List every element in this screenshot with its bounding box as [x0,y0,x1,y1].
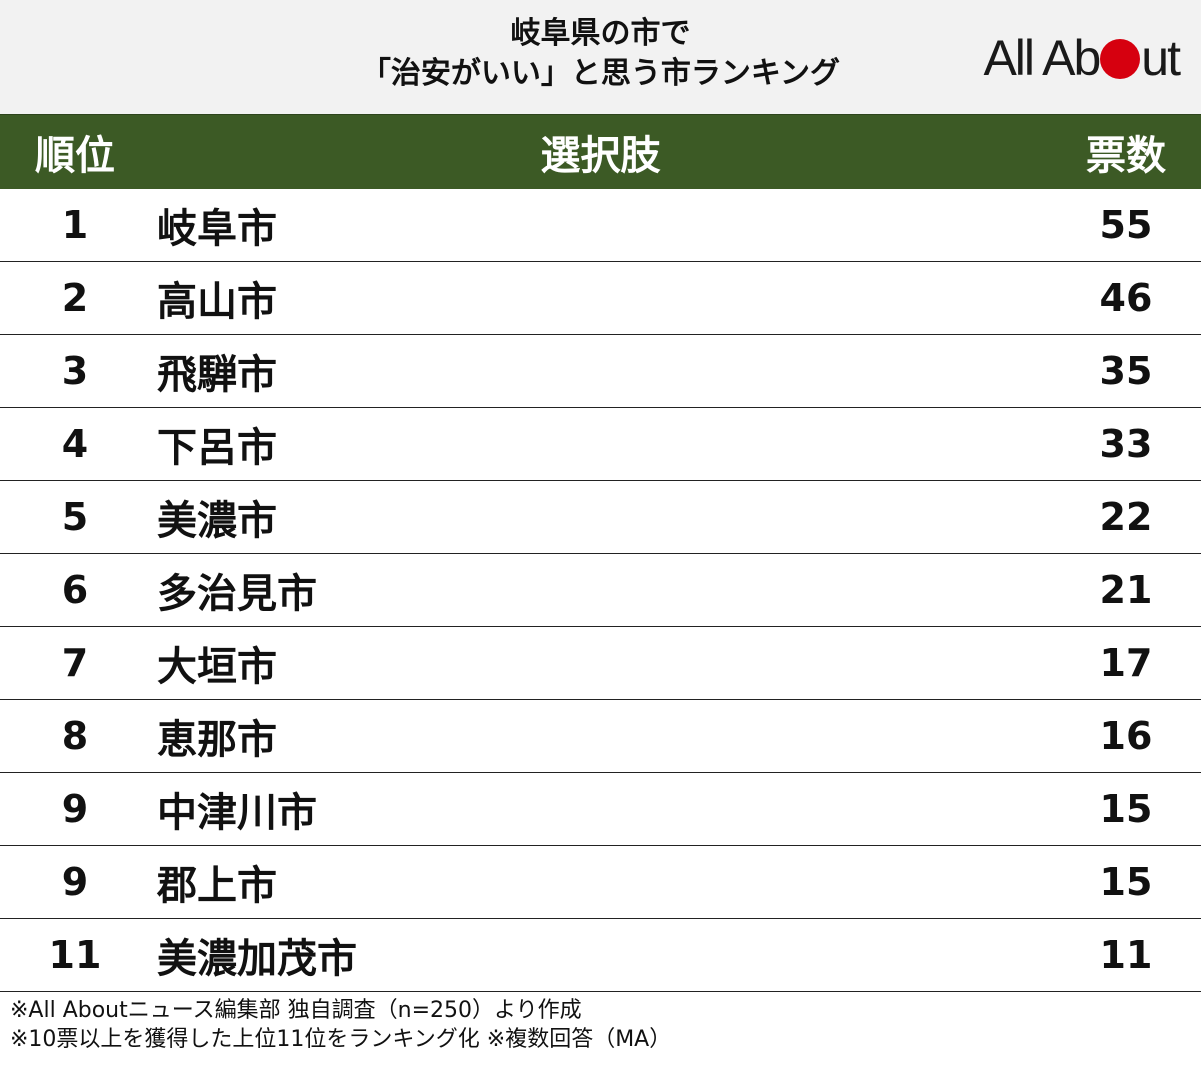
city-name-cell: 中津川市 [157,790,317,836]
votes-cell: 17 [1099,641,1153,685]
votes-cell: 15 [1099,787,1153,831]
rank-cell: 1 [61,203,89,247]
logo-text-right: ut [1141,30,1181,86]
table-row: 1 岐阜市 55 [0,189,1201,261]
table-row: 4 下呂市 33 [0,407,1201,480]
table-row: 5 美濃市 22 [0,480,1201,553]
ranking-table: 1 岐阜市 55 2 高山市 46 3 飛騨市 35 4 下呂市 33 5 美濃… [0,189,1201,992]
allabout-logo: All Ab ut [983,30,1181,86]
title-area: 岐阜県の市で 「治安がいい」と思う市ランキング All Ab ut [0,0,1201,114]
city-name-cell: 美濃加茂市 [157,936,357,982]
title-line-1: 岐阜県の市で [510,16,691,51]
votes-cell: 22 [1099,495,1153,539]
table-row: 11 美濃加茂市 11 [0,918,1201,991]
city-name-cell: 下呂市 [157,425,277,471]
rank-cell: 11 [48,933,102,977]
rank-cell: 3 [61,349,89,393]
rank-cell: 6 [61,568,89,612]
rank-cell: 9 [61,787,89,831]
city-name-cell: 美濃市 [157,498,277,544]
city-name-cell: 大垣市 [157,644,277,690]
footnote-source: ※All Aboutニュース編集部 独自調査（n=250）より作成 [10,998,582,1023]
votes-cell: 46 [1099,276,1153,320]
header-votes: 票数 [1086,133,1166,179]
table-header: 順位 選択肢 票数 [0,114,1201,189]
title-line-2: 「治安がいい」と思う市ランキング [360,56,841,91]
rank-cell: 9 [61,860,89,904]
table-row: 9 中津川市 15 [0,772,1201,845]
table-row: 2 高山市 46 [0,261,1201,334]
votes-cell: 33 [1099,422,1153,466]
logo-text-left: All Ab [983,30,1101,86]
rank-cell: 7 [61,641,89,685]
rank-cell: 2 [61,276,89,320]
table-row: 8 恵那市 16 [0,699,1201,772]
footnotes: ※All Aboutニュース編集部 独自調査（n=250）より作成 ※10票以上… [0,992,1201,1054]
rank-cell: 8 [61,714,89,758]
votes-cell: 21 [1099,568,1153,612]
header-rank: 順位 [35,133,115,179]
city-name-cell: 高山市 [157,279,277,325]
votes-cell: 16 [1099,714,1153,758]
header-choice: 選択肢 [540,133,661,179]
table-row: 7 大垣市 17 [0,626,1201,699]
city-name-cell: 多治見市 [157,571,317,617]
rank-cell: 5 [61,495,89,539]
votes-cell: 15 [1099,860,1153,904]
rank-cell: 4 [61,422,89,466]
votes-cell: 35 [1099,349,1153,393]
table-row: 6 多治見市 21 [0,553,1201,626]
table-row: 3 飛騨市 35 [0,334,1201,407]
footnote-method: ※10票以上を獲得した上位11位をランキング化 ※複数回答（MA） [10,1027,672,1052]
city-name-cell: 郡上市 [157,863,277,909]
page-title: 岐阜県の市で 「治安がいい」と思う市ランキング [0,14,1201,94]
logo-dot-icon [1100,39,1141,79]
votes-cell: 11 [1099,933,1153,977]
city-name-cell: 飛騨市 [157,352,277,398]
votes-cell: 55 [1099,203,1153,247]
city-name-cell: 岐阜市 [157,206,277,252]
table-row: 9 郡上市 15 [0,845,1201,918]
city-name-cell: 恵那市 [157,717,277,763]
